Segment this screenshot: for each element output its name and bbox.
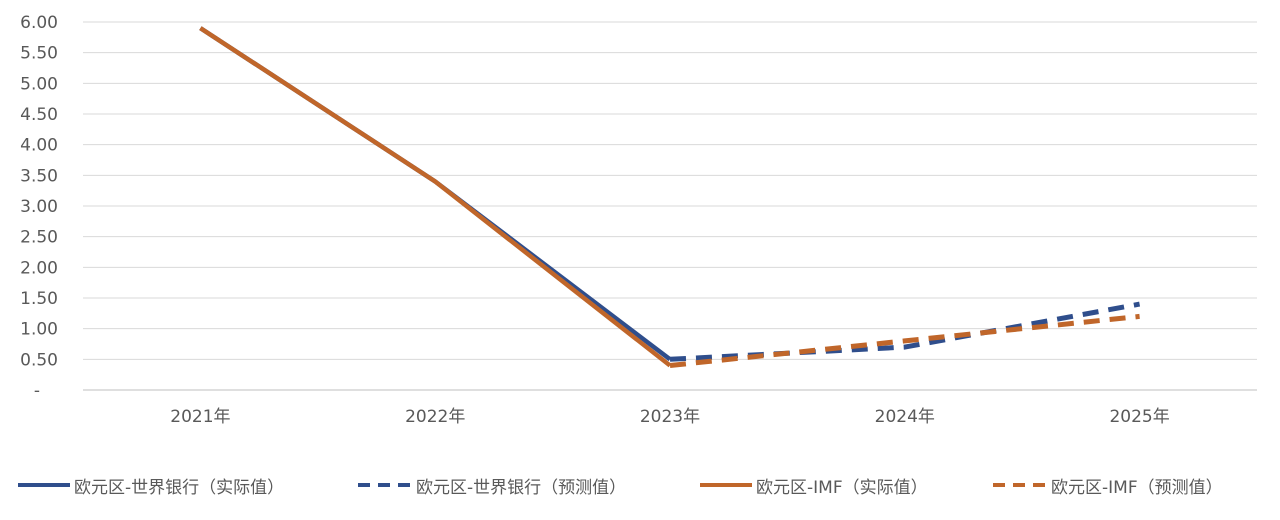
legend-label-imf-actual: 欧元区-IMF（实际值） [756, 477, 928, 498]
y-tick-label: 1.50 [20, 289, 58, 309]
x-tick-label: 2021年 [170, 407, 230, 427]
legend-swatch-wb-forecast [358, 483, 414, 487]
legend-label-wb-actual: 欧元区-世界银行（实际值） [74, 477, 285, 498]
y-tick-label: 4.00 [20, 136, 58, 156]
x-axis: 2021年 2022年 2023年 2024年 2025年 [170, 407, 1169, 427]
y-tick-label: 4.50 [20, 105, 58, 125]
y-axis: - 0.50 1.00 1.50 2.00 2.50 3.00 3.50 4.00 4.50 5.0… [20, 13, 58, 401]
series-lines [199, 26, 1141, 368]
x-tick-label: 2024年 [875, 407, 935, 427]
legend-swatch-wb-actual [18, 483, 70, 487]
legend-label-imf-forecast: 欧元区-IMF（预测值） [1051, 477, 1223, 498]
y-tick-label: 3.00 [20, 197, 58, 217]
series-line-3 [669, 313, 1140, 368]
y-tick-label: 5.00 [20, 74, 58, 94]
legend-swatch-imf-forecast [993, 483, 1049, 487]
legend-item-wb-actual: 欧元区-世界银行（实际值） [18, 470, 284, 500]
legend: 欧元区-世界银行（实际值） 欧元区-世界银行（预测值） 欧元区-IMF（实际值）… [0, 470, 1280, 500]
legend-swatch-imf-actual [700, 483, 752, 487]
x-tick-label: 2023年 [640, 407, 700, 427]
legend-item-imf-forecast: 欧元区-IMF（预测值） [993, 470, 1223, 500]
y-tick-label: 5.50 [20, 44, 58, 64]
series-line-1 [669, 301, 1141, 362]
y-tick-label: 3.50 [20, 166, 58, 186]
y-tick-label: 0.50 [20, 350, 58, 370]
x-tick-label: 2025年 [1109, 407, 1169, 427]
line-chart: - 0.50 1.00 1.50 2.00 2.50 3.00 3.50 4.00 4.50 5.0… [20, 13, 1257, 427]
y-tick-label: 2.50 [20, 228, 58, 248]
legend-label-wb-forecast: 欧元区-世界银行（预测值） [416, 477, 627, 498]
y-tick-label: - [34, 381, 40, 401]
legend-item-wb-forecast: 欧元区-世界银行（预测值） [358, 470, 626, 500]
y-tick-label: 2.00 [20, 258, 58, 278]
series-line-2 [199, 26, 672, 368]
gridlines [83, 21, 1257, 391]
legend-item-imf-actual: 欧元区-IMF（实际值） [700, 470, 928, 500]
x-tick-label: 2022年 [405, 407, 465, 427]
y-tick-label: 1.00 [20, 320, 58, 340]
y-tick-label: 6.00 [20, 13, 58, 33]
